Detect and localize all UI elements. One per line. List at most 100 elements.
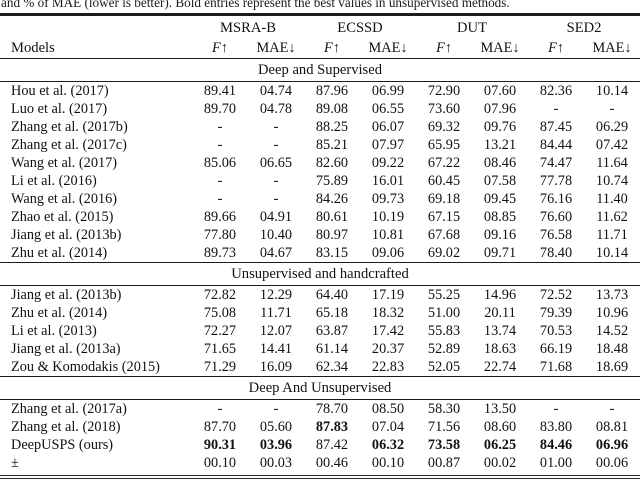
metric-value: 13.50	[483, 401, 517, 417]
model-name: Zou & Komodakis (2015)	[11, 359, 160, 375]
table-row: Zhu et al. (2014) 89.73 04.67 83.15 09.06 69.…	[0, 244, 640, 263]
metric-value: 11.71	[596, 227, 628, 243]
metric-value: 84.26	[315, 191, 349, 207]
model-name: Li et al. (2013)	[11, 323, 97, 339]
metric-value: 73.58	[427, 437, 461, 453]
arrow-up-icon: ↑	[332, 40, 340, 56]
metric-value: 16.09	[259, 359, 293, 375]
metric-value: 67.22	[427, 155, 461, 171]
model-name: Hou et al. (2017)	[11, 83, 109, 99]
metric-value: 61.14	[315, 341, 349, 357]
metric-value: 00.10	[371, 455, 405, 471]
metric-value: 00.10	[203, 455, 237, 471]
dataset-group-sed2: SED2	[566, 20, 602, 36]
section-header-row: Deep and Supervised	[0, 59, 640, 82]
metric-value: 09.06	[371, 245, 405, 261]
results-table: MSRA-B ECSSD DUT SED2 Models F↑ MAE↓ F↑ MAE↓ F↑ MA…	[0, 13, 640, 472]
dataset-group-dut: DUT	[457, 20, 488, 36]
metric-value: 18.48	[595, 341, 629, 357]
arrow-down-icon: ↓	[400, 40, 408, 56]
table-row: Jiang et al. (2013a) 71.65 14.41 61.14 20.37…	[0, 340, 640, 358]
model-name: Zhang et al. (2017a)	[11, 401, 127, 417]
table-header: MSRA-B ECSSD DUT SED2 Models F↑ MAE↓ F↑ MAE↓ F↑ MA…	[0, 15, 640, 59]
metric-value: 06.25	[483, 437, 517, 453]
col-header-mae: MAE↓	[360, 39, 416, 59]
metric-value: 10.14	[595, 245, 629, 261]
metric-value: 78.70	[315, 401, 349, 417]
metric-value: -	[553, 101, 559, 117]
metric-value: 13.73	[595, 287, 629, 303]
metric-value: 11.64	[596, 155, 628, 171]
metric-label: MAE	[256, 40, 289, 56]
metric-value: 87.45	[539, 119, 573, 135]
table-row: Wang et al. (2017) 85.06 06.65 82.60 09.22 67…	[0, 154, 640, 172]
col-header-f-score: F↑	[192, 39, 248, 59]
col-header-f-score: F↑	[304, 39, 360, 59]
metric-value: 75.89	[315, 173, 349, 189]
col-header-f-score: F↑	[416, 39, 472, 59]
model-name: Luo et al. (2017)	[11, 101, 108, 117]
metric-value: 71.29	[203, 359, 237, 375]
dataset-group-row: MSRA-B ECSSD DUT SED2	[0, 15, 640, 40]
section-title: Unsupervised and handcrafted	[231, 266, 409, 282]
metric-value: 80.61	[315, 209, 349, 225]
metric-value: 06.96	[595, 437, 629, 453]
metric-value: 10.19	[371, 209, 405, 225]
metric-value: -	[609, 401, 615, 417]
arrow-up-icon: ↑	[444, 40, 452, 56]
metric-value: 07.96	[483, 101, 517, 117]
table-row: Jiang et al. (2013b) 72.82 12.29 64.40 17.19…	[0, 286, 640, 305]
metric-value: -	[217, 137, 223, 153]
metric-value: 07.42	[595, 137, 629, 153]
metric-value: -	[217, 401, 223, 417]
metric-value: 51.00	[427, 305, 461, 321]
col-header-mae: MAE↓	[584, 39, 640, 59]
metric-value: 08.60	[483, 419, 517, 435]
metric-value: 11.71	[260, 305, 292, 321]
model-name: Zhang et al. (2017b)	[11, 119, 128, 135]
metric-value: 87.42	[315, 437, 349, 453]
metric-value: 82.60	[315, 155, 349, 171]
metric-value: 10.14	[595, 83, 629, 99]
metric-value: 06.32	[371, 437, 405, 453]
metric-value: 74.47	[539, 155, 573, 171]
model-name: Li et al. (2016)	[11, 173, 97, 189]
metric-value: 20.11	[484, 305, 516, 321]
metric-value: 82.36	[539, 83, 573, 99]
model-name: Zhang et al. (2018)	[11, 419, 121, 435]
metric-value: 55.83	[427, 323, 461, 339]
metric-value: 01.00	[539, 455, 573, 471]
arrow-up-icon: ↑	[220, 40, 228, 56]
metric-value: 10.40	[259, 227, 293, 243]
metric-value: 76.60	[539, 209, 573, 225]
metric-value: 79.39	[539, 305, 573, 321]
metric-value: -	[273, 119, 279, 135]
table-row: Hou et al. (2017) 89.41 04.74 87.96 06.99 72.…	[0, 82, 640, 101]
metric-value: 71.56	[427, 419, 461, 435]
metric-value: 04.67	[259, 245, 293, 261]
metric-value: 87.70	[203, 419, 237, 435]
metric-value: 06.07	[371, 119, 405, 135]
metric-value: 66.19	[539, 341, 573, 357]
bottom-double-rule	[0, 475, 640, 479]
metric-value: 08.50	[371, 401, 405, 417]
metric-value: 09.71	[483, 245, 517, 261]
metric-value: 70.53	[539, 323, 573, 339]
metric-value: -	[273, 137, 279, 153]
metric-value: 73.60	[427, 101, 461, 117]
metric-value: 06.29	[595, 119, 629, 135]
dataset-group-ecssd: ECSSD	[337, 20, 383, 36]
metric-value: -	[553, 401, 559, 417]
metric-value: 80.97	[315, 227, 349, 243]
metric-value: 00.46	[315, 455, 349, 471]
table-body: Deep and Supervised Hou et al. (2017) 89.4…	[0, 59, 640, 473]
metric-value: 89.66	[203, 209, 237, 225]
metric-value: 17.42	[371, 323, 405, 339]
table-row: Zhang et al. (2017c) - - 85.21 07.97 65.95 13.…	[0, 136, 640, 154]
metric-value: 83.80	[539, 419, 573, 435]
metric-value: 10.74	[595, 173, 629, 189]
metric-value: 83.15	[315, 245, 349, 261]
metric-value: 09.22	[371, 155, 405, 171]
col-header-mae: MAE↓	[248, 39, 304, 59]
arrow-down-icon: ↓	[288, 40, 296, 56]
